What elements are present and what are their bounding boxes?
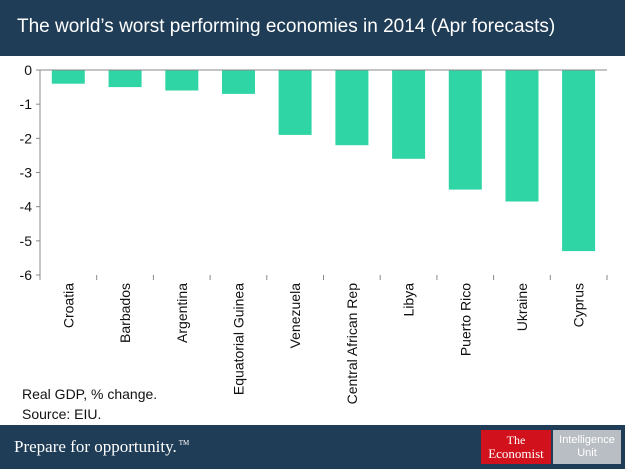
tagline-text: Prepare for opportunity.	[14, 437, 177, 456]
x-tick-label: Equatorial Guinea	[230, 283, 246, 395]
y-tick-label: -5	[20, 233, 33, 249]
y-axis: 0 -1 -2 -3 -4 -5 -6	[20, 62, 41, 283]
y-tick-label: -3	[20, 165, 33, 181]
note-metric: Real GDP, % change.	[22, 386, 158, 402]
y-tick-label: 0	[24, 62, 32, 78]
y-tick-label: -4	[20, 199, 33, 215]
header-bar: The world’s worst performing economies i…	[0, 0, 625, 56]
x-tick-label: Central African Rep	[344, 283, 360, 405]
x-tick-label: Cyprus	[571, 283, 587, 327]
bar	[335, 70, 369, 146]
intelligence-unit-logo-line2: Unit	[577, 447, 597, 459]
bar	[448, 70, 482, 190]
bar	[222, 70, 255, 94]
x-tick-label: Argentina	[174, 283, 190, 343]
x-tick-label: Ukraine	[514, 283, 530, 331]
x-axis: Croatia Barbados Argentina Equatorial Guine…	[39, 69, 608, 405]
y-tick-label: -2	[20, 130, 33, 146]
intelligence-unit-logo-line1: Intelligence	[559, 434, 615, 446]
bar	[562, 70, 596, 252]
bar	[392, 70, 426, 159]
bar	[51, 70, 85, 84]
y-tick-label: -6	[20, 267, 33, 283]
y-tick-label: -1	[20, 96, 33, 112]
tagline: Prepare for opportunity. TM	[14, 437, 189, 457]
footer-bar: Prepare for opportunity. TM The Economist…	[0, 425, 625, 469]
bar	[505, 70, 539, 202]
bars	[51, 70, 596, 252]
trademark-mark: TM	[178, 439, 190, 448]
economist-logo[interactable]: The Economist	[481, 430, 551, 464]
economist-logo-line1: The	[506, 433, 526, 447]
x-tick-label: Venezuela	[287, 283, 303, 349]
bar	[108, 70, 142, 88]
chart-title: The world’s worst performing economies i…	[17, 16, 556, 37]
bar	[278, 70, 312, 135]
x-tick-label: Puerto Rico	[457, 283, 473, 356]
intelligence-unit-logo[interactable]: Intelligence Unit	[553, 430, 621, 464]
x-tick-label: Barbados	[117, 283, 133, 343]
x-tick-label: Libya	[401, 283, 417, 317]
x-tick-label: Croatia	[60, 283, 76, 328]
bar	[165, 70, 199, 91]
note-source: Source: EIU.	[22, 406, 102, 422]
economist-logo-line2: Economist	[488, 446, 544, 461]
bar-chart: 0 -1 -2 -3 -4 -5 -6 Croatia Barbados Argentina Eq…	[20, 62, 608, 405]
